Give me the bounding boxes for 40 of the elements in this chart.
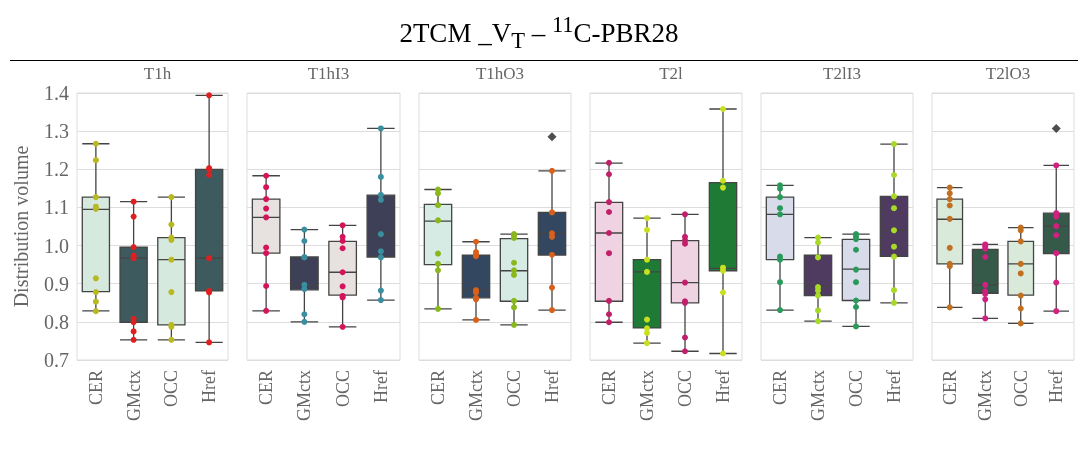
x-tick-label: OCC [675,370,695,408]
y-tick-label: 1.3 [44,120,69,143]
x-tick-label: CER [256,370,277,406]
x-tick-label: CER [939,370,960,406]
y-tick-label: 1.1 [44,196,69,219]
x-tick-label: GMctx [466,370,486,421]
chart-title: T1h [143,64,172,83]
x-tick-label: GMctx [637,370,657,421]
y-tick-label: 1.4 [44,82,69,104]
x-tick-label: OCC [1010,370,1031,408]
x-tick-label: GMctx [975,370,996,421]
x-tick-label: Href [542,370,562,403]
y-tick-label: 0.9 [44,272,69,295]
chart-title: T2l [659,64,684,83]
x-tick-label: OCC [846,370,866,408]
x-tick-label: GMctx [294,370,315,421]
x-tick-label: CER [599,370,619,406]
y-axis-title: Distribution volume [10,145,32,308]
y-tick-label: 1.0 [44,234,69,257]
x-tick-label: GMctx [808,370,828,421]
x-tick-label: CER [85,370,106,406]
x-tick-label: OCC [504,370,524,408]
x-tick-label: OCC [161,370,182,408]
chart-title: T1hI3 [307,64,350,83]
chart-title: T1hO3 [475,64,525,83]
x-tick-label: Href [884,370,904,403]
x-tick-label: Href [370,370,391,403]
y-tick-label: 0.8 [44,310,69,333]
x-tick-label: Href [1046,370,1067,403]
x-tick-label: Href [199,370,220,403]
y-tick-label: 1.2 [44,158,69,181]
y-tick-label: 0.7 [44,349,69,371]
x-tick-label: CER [770,370,790,406]
x-tick-label: GMctx [123,370,144,421]
chart-title: T2lO3 [985,64,1031,83]
x-tick-label: CER [428,370,448,406]
x-tick-label: OCC [332,370,353,408]
chart-title: T2lI3 [823,64,861,83]
text: 2TCM _V$_{T}$ – $^{11}$C-PBR28 [398,12,680,55]
x-tick-label: Href [713,370,733,403]
